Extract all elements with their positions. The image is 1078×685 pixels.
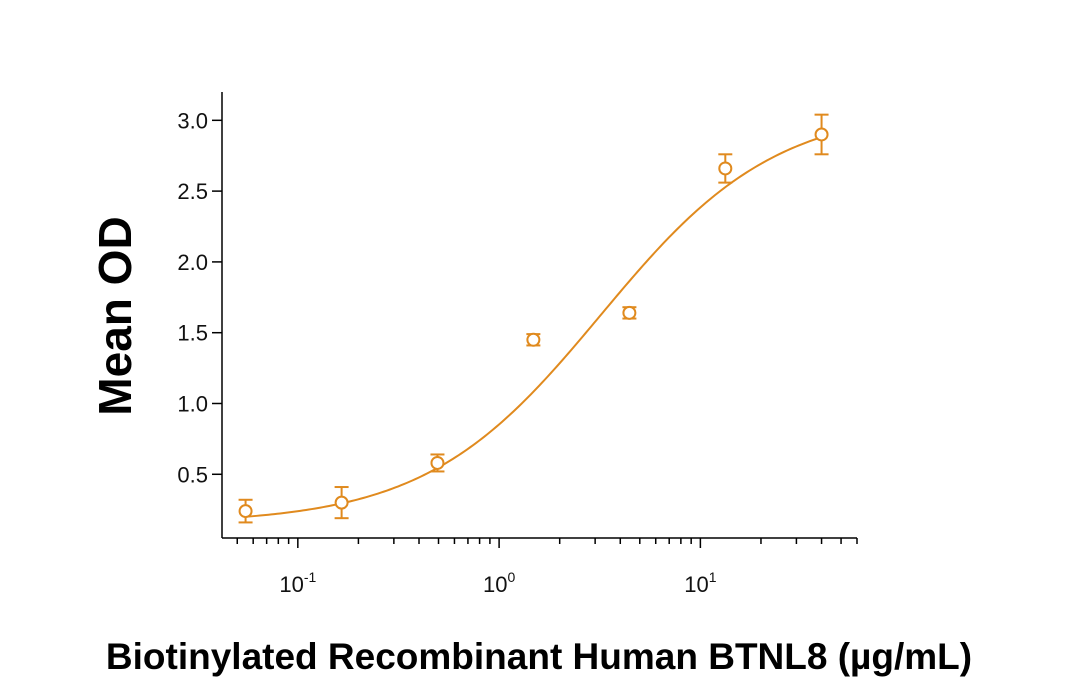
fit-curve-group [245,136,822,518]
point-marker [430,455,445,470]
y-tick-label: 1.0 [177,391,208,416]
data-point [238,498,253,524]
point-marker [334,495,349,510]
y-tick-label: 3.0 [177,108,208,133]
point-marker [526,332,541,347]
x-tick-label: 101 [684,569,716,597]
point-marker [814,127,829,142]
data-points-group [238,113,829,524]
point-marker [718,161,733,176]
y-tick-label: 2.0 [177,250,208,275]
point-marker [238,504,253,519]
x-tick-label: 10-1 [279,569,316,597]
x-axis: 10-1 100 101 [222,537,858,597]
x-axis-title: Biotinylated Recombinant Human BTNL8 (µg… [106,636,972,677]
x-tick-label: 100 [483,569,515,597]
data-point [430,453,445,473]
y-tick-label: 2.5 [177,179,208,204]
y-axis: 0.5 1.0 1.5 2.0 2.5 3.0 [177,92,223,538]
data-point [526,332,541,347]
y-tick-label: 0.5 [177,462,208,487]
point-marker [622,305,637,320]
data-point [622,305,637,320]
data-point [814,113,829,156]
fit-curve [245,136,822,518]
y-axis-title: Mean OD [89,216,141,415]
y-tick-label: 1.5 [177,321,208,346]
data-point [334,486,349,520]
data-point [718,153,733,184]
